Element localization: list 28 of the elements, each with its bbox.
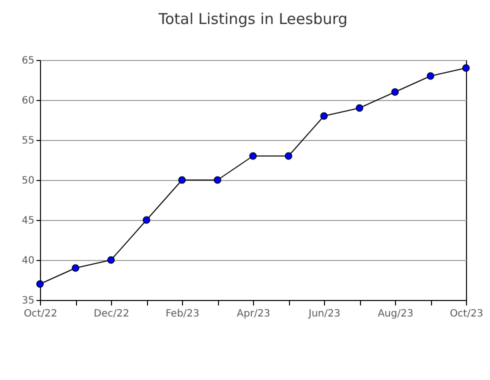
point [72, 264, 80, 272]
chart-title: Total Listings in Leesburg [157, 10, 348, 28]
y-tick-label: 60 [22, 96, 34, 106]
point [426, 72, 434, 80]
point [214, 176, 222, 184]
x-tick-label: Oct/22 [24, 308, 58, 320]
point [391, 88, 399, 96]
y-tick-label: 55 [22, 136, 34, 146]
y-tick-label: 50 [22, 176, 34, 186]
point [284, 152, 292, 160]
point [142, 216, 150, 224]
x-tick-label: Oct/23 [450, 308, 484, 320]
y-tick-label: 65 [22, 56, 34, 66]
point [462, 64, 470, 72]
y-tick-label: 35 [22, 296, 34, 306]
point [36, 280, 44, 288]
x-tick-label: Apr/23 [236, 308, 270, 320]
y-tick-label: 40 [22, 256, 34, 266]
x-tick-label: Dec/22 [94, 308, 130, 320]
x-tick-label: Feb/23 [166, 308, 200, 320]
x-tick-label: Jun/23 [308, 308, 340, 320]
y-tick-label: 45 [22, 216, 34, 226]
point [356, 104, 364, 112]
x-tick-label: Aug/23 [378, 308, 414, 320]
point [178, 176, 186, 184]
point [320, 112, 328, 120]
point [107, 256, 115, 264]
point [249, 152, 257, 160]
